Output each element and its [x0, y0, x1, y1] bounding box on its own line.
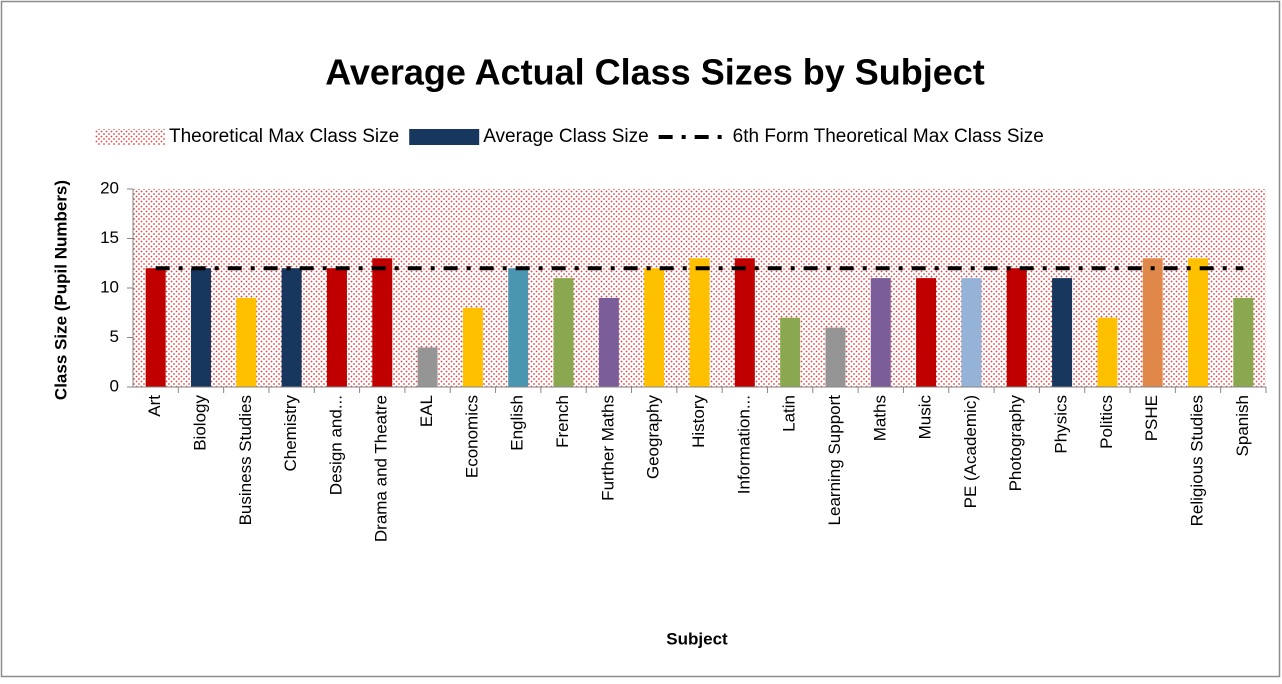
bar [916, 278, 937, 387]
bar [281, 268, 302, 387]
y-tick-label: 5 [110, 327, 119, 346]
y-tick-label: 15 [100, 228, 119, 247]
x-tick-label: Photography [1006, 395, 1025, 492]
bar [598, 297, 619, 387]
legend-label: 6th Form Theoretical Max Class Size [733, 126, 1044, 147]
x-tick-label: EAL [417, 395, 436, 427]
bar [145, 268, 166, 387]
chart-title: Average Actual Class Sizes by Subject [325, 52, 985, 93]
x-tick-label: Design and... [326, 395, 345, 495]
y-tick-label: 10 [100, 277, 119, 296]
x-tick-label: Latin [780, 395, 799, 432]
bar [462, 307, 483, 387]
bar [1188, 258, 1209, 387]
x-tick-label: Chemistry [281, 395, 300, 472]
x-tick-label: Music [916, 395, 935, 440]
y-axis-title: Class Size (Pupil Numbers) [51, 180, 70, 400]
x-tick-label: Biology [190, 395, 209, 451]
bar [1142, 258, 1163, 387]
bar [1052, 278, 1073, 387]
x-tick-label: French [553, 395, 572, 448]
y-tick-label: 0 [110, 376, 119, 395]
bar [236, 297, 257, 387]
x-tick-label: Further Maths [598, 395, 617, 501]
x-tick-label: Economics [462, 395, 481, 478]
bar [1233, 297, 1254, 387]
x-tick-label: Business Studies [236, 395, 255, 525]
bar [1006, 268, 1027, 387]
bar [961, 278, 982, 387]
bar [326, 268, 347, 387]
x-tick-label: Physics [1052, 395, 1071, 454]
x-tick-label: History [689, 395, 708, 448]
x-tick-label: Geography [644, 395, 663, 480]
bar [825, 327, 846, 387]
legend-swatch [409, 129, 480, 145]
bar [190, 268, 211, 387]
bar [644, 268, 665, 387]
bar [372, 258, 393, 387]
legend-label: Average Class Size [483, 126, 648, 147]
x-tick-label: Learning Support [825, 395, 844, 526]
x-tick-label: Drama and Theatre [372, 395, 391, 542]
bar [417, 347, 438, 387]
x-tick-label: Art [145, 395, 164, 417]
bar [870, 278, 891, 387]
bar [689, 258, 710, 387]
bar [508, 268, 529, 387]
legend-label: Theoretical Max Class Size [169, 126, 399, 147]
bar [553, 278, 574, 387]
x-axis-title: Subject [666, 629, 728, 648]
legend-swatch [95, 129, 165, 145]
x-tick-label: Religious Studies [1188, 395, 1207, 526]
x-tick-label: Spanish [1233, 395, 1252, 456]
x-tick-label: PE (Academic) [961, 395, 980, 508]
bar [780, 317, 801, 387]
x-tick-label: PSHE [1142, 395, 1161, 441]
bar [1097, 317, 1118, 387]
x-tick-label: Maths [870, 395, 889, 441]
x-tick-label: Politics [1097, 395, 1116, 449]
x-tick-label: English [508, 395, 527, 451]
x-tick-label: Information... [734, 395, 753, 494]
y-tick-label: 20 [100, 178, 119, 197]
bar [734, 258, 755, 387]
